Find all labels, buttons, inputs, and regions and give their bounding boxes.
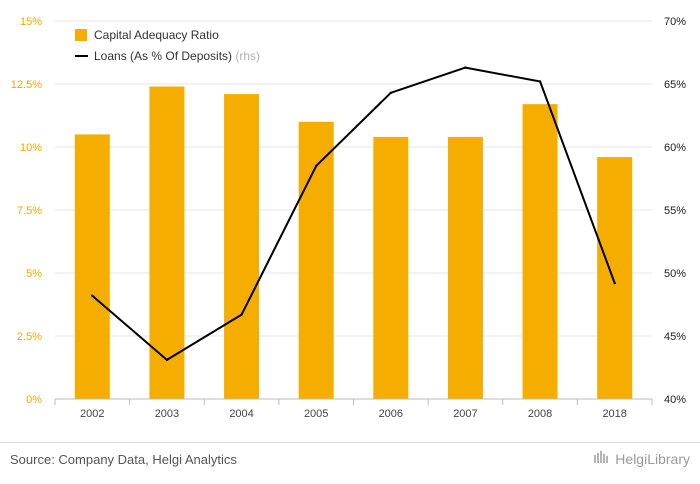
bar bbox=[224, 94, 260, 399]
line-point bbox=[464, 66, 467, 69]
bar bbox=[298, 121, 334, 400]
line-point bbox=[538, 80, 542, 83]
y-right-tick-label: 55% bbox=[664, 205, 686, 217]
y-left-tick-label: 12.5% bbox=[11, 79, 42, 91]
y-left-tick-label: 7.5% bbox=[17, 205, 42, 217]
brand-name: HelgiLibrary bbox=[615, 450, 690, 467]
bar bbox=[597, 157, 633, 399]
legend: Capital Adequacy Ratio Loans (As % Of Dep… bbox=[75, 28, 260, 63]
grid-lines bbox=[55, 20, 652, 337]
legend-swatch-bar bbox=[75, 29, 87, 41]
combo-chart: 0% 2.5% 5% 7.5% 10% 12.5% 15% 40% 45% 50% 55% 60% 65… bbox=[11, 16, 686, 420]
x-tick-label: 2003 bbox=[155, 408, 179, 420]
x-tick-label: 2006 bbox=[379, 408, 403, 420]
x-tick-label: 2004 bbox=[229, 408, 253, 420]
y-left-tick-label: 15% bbox=[20, 16, 42, 28]
x-tick-label: 2007 bbox=[453, 408, 477, 420]
y-right-tick-label: 40% bbox=[664, 394, 686, 406]
source-note: Source: Company Data, Helgi Analytics bbox=[10, 452, 237, 467]
line-point bbox=[240, 313, 243, 316]
line-point bbox=[389, 91, 393, 95]
x-tick-label: 2018 bbox=[602, 408, 626, 420]
library-icon bbox=[593, 450, 611, 467]
line-series bbox=[91, 66, 616, 362]
y-right-tick-label: 45% bbox=[664, 331, 686, 343]
y-right-tick-label: 65% bbox=[664, 79, 686, 91]
legend-label-suffix: (rhs) bbox=[235, 49, 260, 63]
bar bbox=[149, 86, 185, 400]
bar bbox=[74, 134, 110, 399]
y-right-tick-label: 60% bbox=[664, 142, 686, 154]
y-left-tick-label: 0% bbox=[26, 394, 42, 406]
legend-label-line: Loans (As % Of Deposits) (rhs) bbox=[94, 49, 260, 63]
x-tick-label: 2002 bbox=[80, 408, 104, 420]
y-left-tick-label: 10% bbox=[20, 142, 42, 154]
line-point bbox=[165, 358, 169, 362]
bar bbox=[373, 136, 409, 400]
line-series-path bbox=[91, 66, 616, 361]
x-tick-label: 2008 bbox=[528, 408, 552, 420]
y-right-tick-label: 70% bbox=[664, 16, 686, 28]
footer: Source: Company Data, Helgi Analytics He… bbox=[0, 442, 700, 484]
brand-logo: HelgiLibrary bbox=[593, 450, 690, 467]
bar bbox=[447, 136, 483, 400]
line-point bbox=[314, 164, 318, 168]
legend-label-bar: Capital Adequacy Ratio bbox=[94, 28, 219, 42]
bar bbox=[522, 104, 558, 399]
y-right-tick-label: 50% bbox=[664, 268, 686, 280]
line-point bbox=[91, 294, 94, 297]
y-left-tick-label: 2.5% bbox=[17, 331, 42, 343]
line-point bbox=[613, 281, 616, 285]
axes: 0% 2.5% 5% 7.5% 10% 12.5% 15% 40% 45% 50% 55% 60% 65… bbox=[11, 16, 686, 420]
bar-series bbox=[74, 86, 633, 400]
y-left-tick-label: 5% bbox=[26, 268, 42, 280]
x-tick-label: 2005 bbox=[304, 408, 328, 420]
